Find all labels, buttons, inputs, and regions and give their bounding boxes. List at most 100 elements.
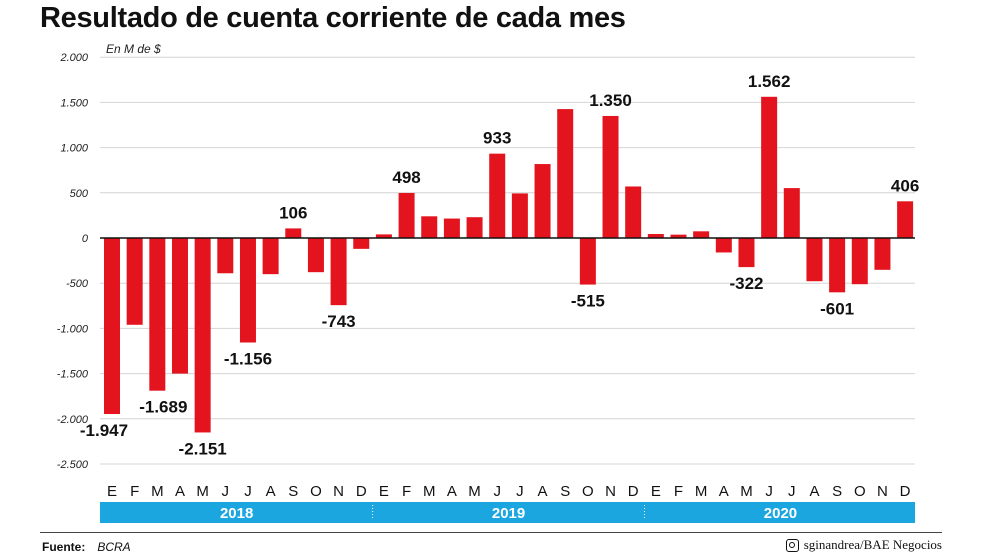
bar bbox=[625, 186, 642, 238]
x-tick-label: M bbox=[151, 483, 164, 500]
x-tick-label: A bbox=[809, 483, 819, 500]
x-tick-label: A bbox=[719, 483, 729, 500]
bar bbox=[375, 234, 392, 238]
y-tick-label: 0 bbox=[82, 233, 89, 245]
bar bbox=[307, 238, 324, 273]
bar bbox=[104, 238, 120, 415]
x-tick-label: A bbox=[266, 483, 276, 500]
x-tick-label: D bbox=[356, 483, 367, 500]
bar bbox=[262, 238, 279, 275]
x-tick-label: E bbox=[651, 483, 661, 500]
x-tick-label: J bbox=[788, 483, 796, 500]
y-tick-label: -2.000 bbox=[57, 414, 89, 426]
x-tick-label: N bbox=[333, 483, 344, 500]
bar bbox=[715, 238, 732, 253]
x-tick-label: F bbox=[130, 483, 139, 500]
bar bbox=[398, 192, 415, 238]
x-tick-label: M bbox=[468, 483, 481, 500]
data-label: 106 bbox=[279, 203, 307, 222]
source-value: BCRA bbox=[97, 540, 131, 554]
bar bbox=[806, 238, 823, 282]
x-tick-label: O bbox=[310, 483, 322, 500]
footer-divider bbox=[40, 532, 942, 533]
data-label: 1.562 bbox=[748, 72, 791, 91]
y-tick-label: 500 bbox=[70, 188, 89, 200]
x-tick-label: A bbox=[538, 483, 548, 500]
x-tick-label: J bbox=[493, 483, 501, 500]
bar bbox=[194, 238, 211, 433]
bar bbox=[579, 238, 596, 285]
data-label: -1.947 bbox=[80, 421, 128, 440]
y-tick-label: -500 bbox=[66, 278, 89, 290]
bar bbox=[421, 216, 438, 238]
source-label: Fuente: bbox=[42, 540, 86, 554]
x-tick-label: D bbox=[628, 483, 639, 500]
x-tick-label: S bbox=[560, 483, 570, 500]
year-label: 2018 bbox=[220, 505, 253, 522]
data-label: 933 bbox=[483, 129, 511, 148]
x-tick-label: S bbox=[832, 483, 842, 500]
x-tick-label: D bbox=[900, 483, 911, 500]
x-tick-label: N bbox=[877, 483, 888, 500]
bar bbox=[353, 238, 370, 249]
bar bbox=[330, 238, 347, 306]
bar bbox=[670, 234, 687, 238]
x-tick-label: J bbox=[244, 483, 252, 500]
x-tick-label: M bbox=[423, 483, 436, 500]
data-label: 498 bbox=[392, 168, 420, 187]
year-label: 2020 bbox=[764, 505, 797, 522]
x-tick-label: A bbox=[447, 483, 457, 500]
y-tick-label: -1.500 bbox=[57, 369, 89, 381]
bar bbox=[489, 153, 506, 238]
bar bbox=[149, 238, 166, 391]
x-tick-label: E bbox=[107, 483, 117, 500]
bar bbox=[738, 238, 755, 268]
x-tick-label: J bbox=[516, 483, 524, 500]
data-label: -1.156 bbox=[224, 350, 272, 369]
bar bbox=[534, 164, 551, 238]
x-tick-label: J bbox=[765, 483, 773, 500]
credit: sginandrea/BAE Negocios bbox=[785, 537, 942, 553]
x-tick-label: M bbox=[695, 483, 708, 500]
x-tick-label: M bbox=[740, 483, 753, 500]
bar bbox=[466, 217, 483, 238]
bar bbox=[511, 193, 528, 238]
x-tick-label: F bbox=[402, 483, 411, 500]
bar bbox=[851, 238, 868, 285]
y-tick-label: -2.500 bbox=[57, 459, 89, 471]
x-tick-label: F bbox=[674, 483, 683, 500]
x-tick-label: N bbox=[605, 483, 616, 500]
year-label: 2019 bbox=[492, 505, 525, 522]
bar bbox=[693, 231, 710, 238]
bar bbox=[126, 238, 143, 325]
y-tick-label: -1.000 bbox=[57, 323, 89, 335]
instagram-icon bbox=[785, 538, 799, 552]
bar bbox=[897, 201, 914, 238]
y-tick-label: 2.000 bbox=[59, 52, 88, 64]
bar bbox=[829, 238, 846, 293]
y-tick-label: 1.000 bbox=[60, 143, 88, 155]
x-tick-label: E bbox=[379, 483, 389, 500]
x-tick-label: O bbox=[854, 483, 866, 500]
data-label: -601 bbox=[820, 299, 854, 318]
source: Fuente: BCRA bbox=[42, 540, 131, 554]
x-tick-label: J bbox=[222, 483, 230, 500]
data-label: -1.689 bbox=[139, 398, 187, 417]
bar bbox=[285, 228, 302, 238]
bar bbox=[761, 96, 778, 238]
data-label: -743 bbox=[322, 312, 356, 331]
bar bbox=[647, 234, 664, 238]
y-tick-label: 1.500 bbox=[60, 97, 88, 109]
bar bbox=[171, 238, 188, 374]
bar bbox=[217, 238, 234, 274]
credit-text: sginandrea/BAE Negocios bbox=[803, 537, 942, 552]
data-label: 1.350 bbox=[589, 91, 632, 110]
data-label: -515 bbox=[571, 292, 605, 311]
bar-chart: 2.000 1.500 1.000 500 0 -500 -1.000 -1.500 -2.00… bbox=[57, 52, 919, 523]
bar bbox=[783, 188, 800, 238]
x-tick-label: O bbox=[582, 483, 594, 500]
x-tick-label: A bbox=[175, 483, 185, 500]
bar bbox=[239, 238, 256, 343]
bar bbox=[874, 238, 891, 270]
year-band bbox=[100, 502, 915, 523]
